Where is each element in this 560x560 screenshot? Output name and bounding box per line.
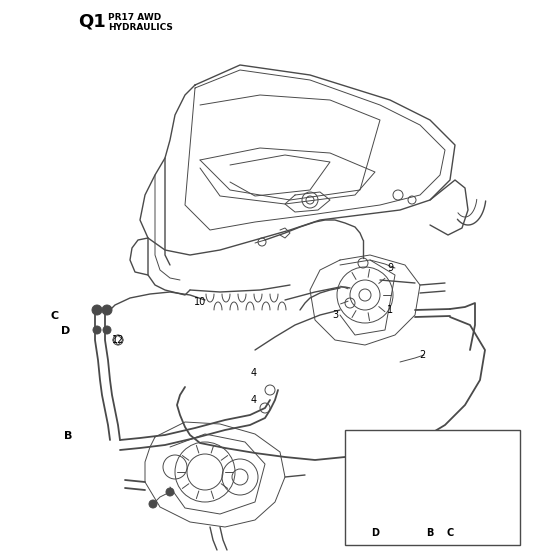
Circle shape bbox=[433, 503, 440, 510]
Circle shape bbox=[92, 305, 102, 315]
Text: HYDRAULICS: HYDRAULICS bbox=[108, 23, 173, 32]
Text: 10: 10 bbox=[194, 297, 206, 307]
Text: 4: 4 bbox=[251, 368, 257, 378]
Text: 3: 3 bbox=[332, 310, 338, 320]
Text: D: D bbox=[62, 326, 71, 336]
Text: Q1: Q1 bbox=[78, 12, 106, 30]
Text: 4: 4 bbox=[251, 395, 257, 405]
Text: 12: 12 bbox=[112, 335, 124, 345]
Text: B: B bbox=[64, 431, 72, 441]
Circle shape bbox=[102, 305, 112, 315]
Circle shape bbox=[166, 488, 174, 496]
Text: 2: 2 bbox=[419, 350, 425, 360]
Text: C: C bbox=[446, 528, 454, 538]
Text: D: D bbox=[371, 528, 379, 538]
Circle shape bbox=[149, 500, 157, 508]
Text: 9: 9 bbox=[387, 263, 393, 273]
Circle shape bbox=[103, 326, 111, 334]
Text: B: B bbox=[426, 528, 433, 538]
Text: 1: 1 bbox=[387, 305, 393, 315]
Bar bbox=[345, 430, 520, 545]
Text: PR17 AWD: PR17 AWD bbox=[108, 13, 161, 22]
Text: C: C bbox=[51, 311, 59, 321]
Circle shape bbox=[418, 506, 423, 512]
Circle shape bbox=[388, 496, 394, 502]
Circle shape bbox=[93, 326, 101, 334]
